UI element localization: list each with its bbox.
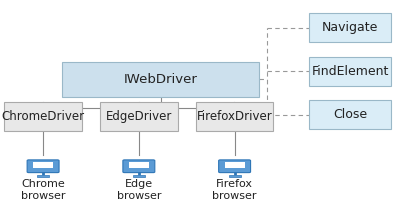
- Text: Firefox
browser: Firefox browser: [212, 179, 257, 201]
- Text: Edge
browser: Edge browser: [117, 179, 161, 201]
- Text: Chrome
browser: Chrome browser: [21, 179, 65, 201]
- Text: Close: Close: [333, 108, 367, 121]
- FancyBboxPatch shape: [229, 175, 241, 177]
- Text: Navigate: Navigate: [322, 21, 378, 34]
- Text: FirefoxDriver: FirefoxDriver: [197, 110, 272, 123]
- Text: IWebDriver: IWebDriver: [124, 73, 198, 86]
- FancyBboxPatch shape: [196, 102, 273, 131]
- FancyBboxPatch shape: [33, 162, 53, 168]
- FancyBboxPatch shape: [309, 13, 391, 42]
- FancyBboxPatch shape: [129, 162, 149, 168]
- Text: EdgeDriver: EdgeDriver: [105, 110, 172, 123]
- FancyBboxPatch shape: [309, 100, 391, 129]
- FancyBboxPatch shape: [225, 162, 245, 168]
- Text: FindElement: FindElement: [312, 65, 389, 78]
- FancyBboxPatch shape: [309, 57, 391, 86]
- FancyBboxPatch shape: [133, 175, 145, 177]
- FancyBboxPatch shape: [4, 102, 82, 131]
- FancyBboxPatch shape: [62, 62, 259, 97]
- FancyBboxPatch shape: [123, 160, 155, 173]
- FancyBboxPatch shape: [219, 160, 251, 173]
- FancyBboxPatch shape: [37, 175, 49, 177]
- FancyBboxPatch shape: [100, 102, 178, 131]
- FancyBboxPatch shape: [27, 160, 59, 173]
- Text: ChromeDriver: ChromeDriver: [1, 110, 85, 123]
